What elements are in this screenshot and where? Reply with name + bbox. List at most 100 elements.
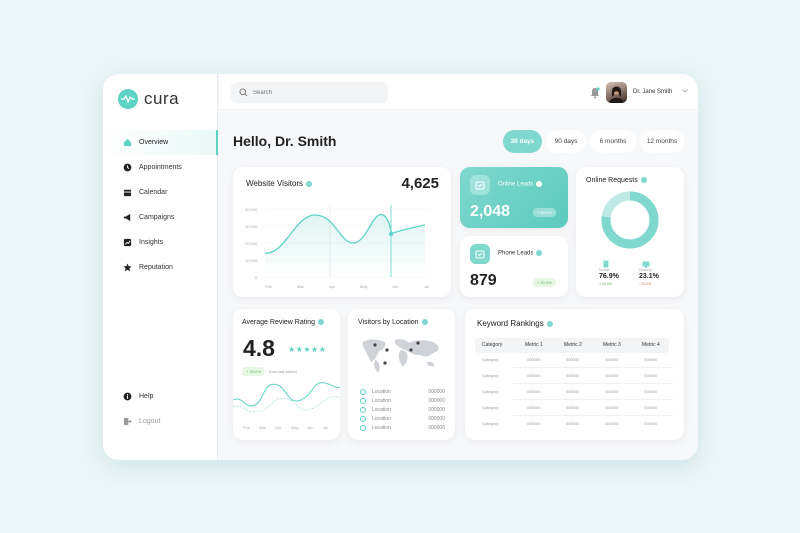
- table-cell: Category: [482, 405, 499, 410]
- info-icon[interactable]: [421, 319, 428, 326]
- sidebar-item-reputation[interactable]: Reputation: [103, 255, 218, 280]
- avatar[interactable]: [606, 82, 627, 103]
- sidebar-item-help[interactable]: Help: [103, 384, 218, 409]
- column-header[interactable]: Category: [482, 342, 503, 348]
- column-header[interactable]: Metric 1: [525, 342, 543, 348]
- table-cell: Category: [482, 389, 499, 394]
- x-tick: Mar: [259, 425, 266, 430]
- logout-icon: [122, 417, 132, 427]
- y-tick: 20,000: [245, 241, 258, 246]
- column-header[interactable]: Metric 2: [564, 342, 582, 348]
- status-badge: + 20.0%: [533, 278, 556, 287]
- card-title-wrap: Keyword Rankings: [477, 319, 553, 328]
- list-item[interactable]: Location 000000: [360, 398, 445, 404]
- location-label: Location: [372, 416, 391, 422]
- range-90-days-button[interactable]: 90 days: [546, 130, 586, 153]
- table-cell: 000000: [605, 389, 619, 394]
- review-rating-card: Average Review Rating 4.8 ★★★★★ + 20.0% …: [233, 309, 340, 440]
- top-bar: Dr. Jane Smith: [219, 74, 698, 110]
- column-header[interactable]: Metric 3: [603, 342, 621, 348]
- page-title: Hello, Dr. Smith: [233, 133, 337, 149]
- row-divider: [513, 399, 673, 400]
- table-cell: 000000: [605, 373, 619, 378]
- table-row[interactable]: Category 000000 000000 000000 000000: [465, 405, 684, 417]
- user-name[interactable]: Dr. Jane Smith: [633, 89, 673, 95]
- range-12-months-button[interactable]: 12 months: [640, 130, 684, 153]
- location-marker-icon: [360, 425, 366, 431]
- location-label: Location: [372, 425, 391, 431]
- card-title: Keyword Rankings: [477, 319, 544, 328]
- card-title: Average Review Rating: [242, 319, 316, 326]
- sidebar-item-appointments[interactable]: Appointments: [103, 155, 218, 180]
- info-icon[interactable]: [318, 319, 325, 326]
- sidebar-item-overview[interactable]: Overview: [103, 130, 218, 155]
- visitors-location-card: Visitors by Location Location 000000 Loc…: [348, 309, 455, 440]
- x-tick: Mar: [297, 284, 304, 289]
- desktop-change: - 20.0%: [639, 282, 652, 286]
- sidebar-item-logout[interactable]: Logout: [103, 409, 218, 434]
- column-header[interactable]: Metric 4: [642, 342, 660, 348]
- location-label: Location: [372, 398, 391, 404]
- table-cell: 000000: [527, 405, 541, 410]
- sidebar-item-campaigns[interactable]: Campaigns: [103, 205, 218, 230]
- range-30-days-button[interactable]: 30 days: [503, 130, 542, 153]
- list-item[interactable]: Location 000000: [360, 407, 445, 413]
- table-row[interactable]: Category 000000 000000 000000 000000: [465, 389, 684, 401]
- list-item[interactable]: Location 000000: [360, 425, 445, 431]
- search-box[interactable]: [231, 82, 388, 103]
- online-requests-card: Online Requests Mobile 76.9% + 20.0% Des…: [576, 167, 684, 297]
- table-row[interactable]: Category 000000 000000 000000 000000: [465, 373, 684, 385]
- table-cell: 000000: [527, 357, 541, 362]
- table-cell: 000000: [566, 373, 580, 378]
- chevron-down-icon[interactable]: [682, 89, 688, 95]
- table-row[interactable]: Category 000000 000000 000000 000000: [465, 357, 684, 369]
- table-cell: 000000: [644, 357, 658, 362]
- x-tick: Apr: [275, 425, 282, 430]
- rating-value: 4.8: [243, 335, 275, 361]
- sidebar: cura Overview Appointments Calendar: [103, 74, 218, 460]
- status-badge: + 20.0%: [533, 208, 556, 217]
- sidebar-item-insights[interactable]: Insights: [103, 230, 218, 255]
- desktop-label: Desktop: [639, 268, 652, 272]
- table-cell: 000000: [566, 389, 580, 394]
- card-title-wrap: Phone Leads: [498, 250, 543, 257]
- x-tick: Feb: [243, 425, 250, 430]
- table-cell: 000000: [644, 389, 658, 394]
- megaphone-icon: [122, 213, 132, 223]
- notification-bell-icon[interactable]: [590, 86, 600, 99]
- search-input[interactable]: [253, 89, 373, 96]
- logo[interactable]: cura: [118, 89, 179, 109]
- sidebar-item-calendar[interactable]: Calendar: [103, 180, 218, 205]
- card-title-wrap: Average Review Rating: [242, 319, 325, 326]
- star-rating-icon: ★★★★★: [288, 345, 327, 354]
- table-row[interactable]: Category 000000 000000 000000 000000: [465, 421, 684, 433]
- info-icon[interactable]: [546, 320, 553, 327]
- chart-icon: [122, 238, 132, 248]
- info-icon[interactable]: [536, 181, 543, 187]
- list-item[interactable]: Location 000000: [360, 416, 445, 422]
- location-marker-icon: [360, 407, 366, 413]
- world-map: [362, 339, 439, 373]
- location-marker-icon: [360, 416, 366, 422]
- info-icon[interactable]: [536, 250, 543, 256]
- table-cell: Category: [482, 373, 499, 378]
- location-value: 000000: [428, 398, 445, 404]
- table-cell: 000000: [605, 357, 619, 362]
- info-icon[interactable]: [306, 180, 313, 187]
- location-value: 000000: [428, 407, 445, 413]
- card-title-wrap: Website Visitors: [246, 179, 313, 188]
- card-title: Website Visitors: [246, 179, 304, 188]
- card-title: Phone Leads: [498, 250, 534, 257]
- sidebar-bottom-nav: Help Logout: [103, 384, 218, 434]
- table-cell: 000000: [644, 421, 658, 426]
- location-value: 000000: [428, 425, 445, 431]
- sidebar-item-label: Insights: [139, 239, 164, 246]
- range-6-months-button[interactable]: 6 months: [590, 130, 636, 153]
- info-icon: [122, 392, 132, 402]
- sidebar-item-label: Reputation: [139, 264, 173, 271]
- location-label: Location: [372, 407, 391, 413]
- list-item[interactable]: Location 000000: [360, 389, 445, 395]
- mobile-change: + 20.0%: [599, 282, 612, 286]
- info-icon[interactable]: [640, 177, 647, 184]
- y-tick: 0: [255, 275, 258, 280]
